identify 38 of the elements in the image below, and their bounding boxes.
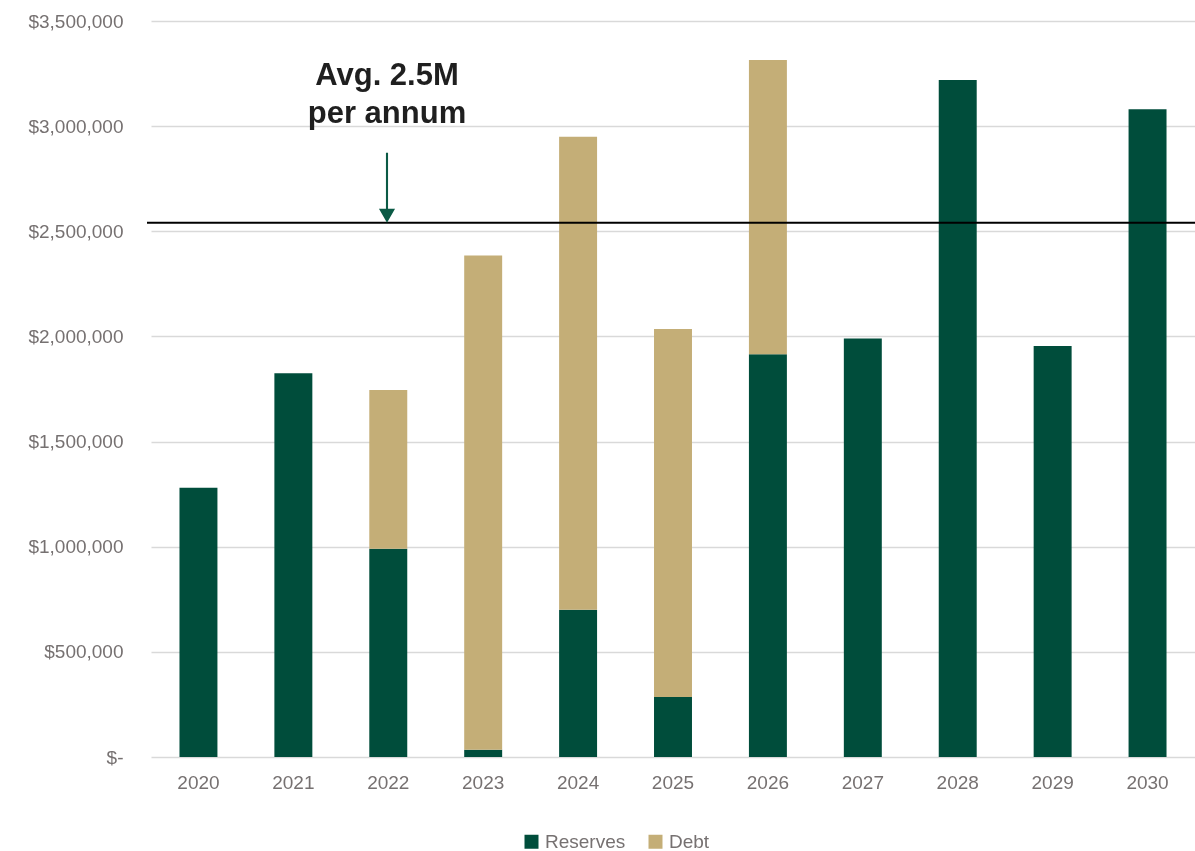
bar <box>1033 345 1072 757</box>
bar <box>654 329 692 698</box>
x-tick-label: 2025 <box>651 771 695 793</box>
x-tick-label: 2024 <box>556 771 600 793</box>
bar <box>274 373 313 757</box>
x-tick-label: 2026 <box>746 771 790 793</box>
bar <box>938 79 977 757</box>
x-tick-label: 2028 <box>936 771 979 793</box>
y-tick-label: $- <box>106 746 124 768</box>
x-tick-label: 2029 <box>1031 771 1074 793</box>
y-tick-label: $1,000,000 <box>28 536 124 558</box>
x-tick-label: 2020 <box>177 771 220 793</box>
legend-label: Debt <box>669 830 710 851</box>
bar <box>369 390 408 549</box>
bar <box>559 609 598 757</box>
y-tick-label: $3,500,000 <box>28 10 124 32</box>
x-tick-label: 2021 <box>272 771 315 793</box>
y-tick-label: $2,000,000 <box>28 325 124 347</box>
bar <box>464 749 503 757</box>
bar <box>464 255 503 750</box>
bar <box>1128 109 1167 757</box>
bar <box>654 697 692 757</box>
x-tick-label: 2030 <box>1126 771 1169 793</box>
bar <box>843 338 882 757</box>
bar <box>179 487 218 757</box>
legend-label: Reserves <box>545 830 626 851</box>
y-tick-label: $1,500,000 <box>28 431 124 453</box>
bar <box>748 59 787 355</box>
bar <box>369 548 408 757</box>
y-tick-label: $3,000,000 <box>28 115 124 137</box>
x-tick-label: 2022 <box>367 771 410 793</box>
x-tick-label: 2027 <box>841 771 884 793</box>
y-tick-label: $500,000 <box>44 641 124 663</box>
x-tick-label: 2023 <box>462 771 505 793</box>
bar <box>559 136 598 610</box>
ref-line-label: Avg. 2.5M per annum <box>307 56 467 130</box>
y-tick-label: $2,500,000 <box>28 220 124 242</box>
bar <box>748 354 787 757</box>
